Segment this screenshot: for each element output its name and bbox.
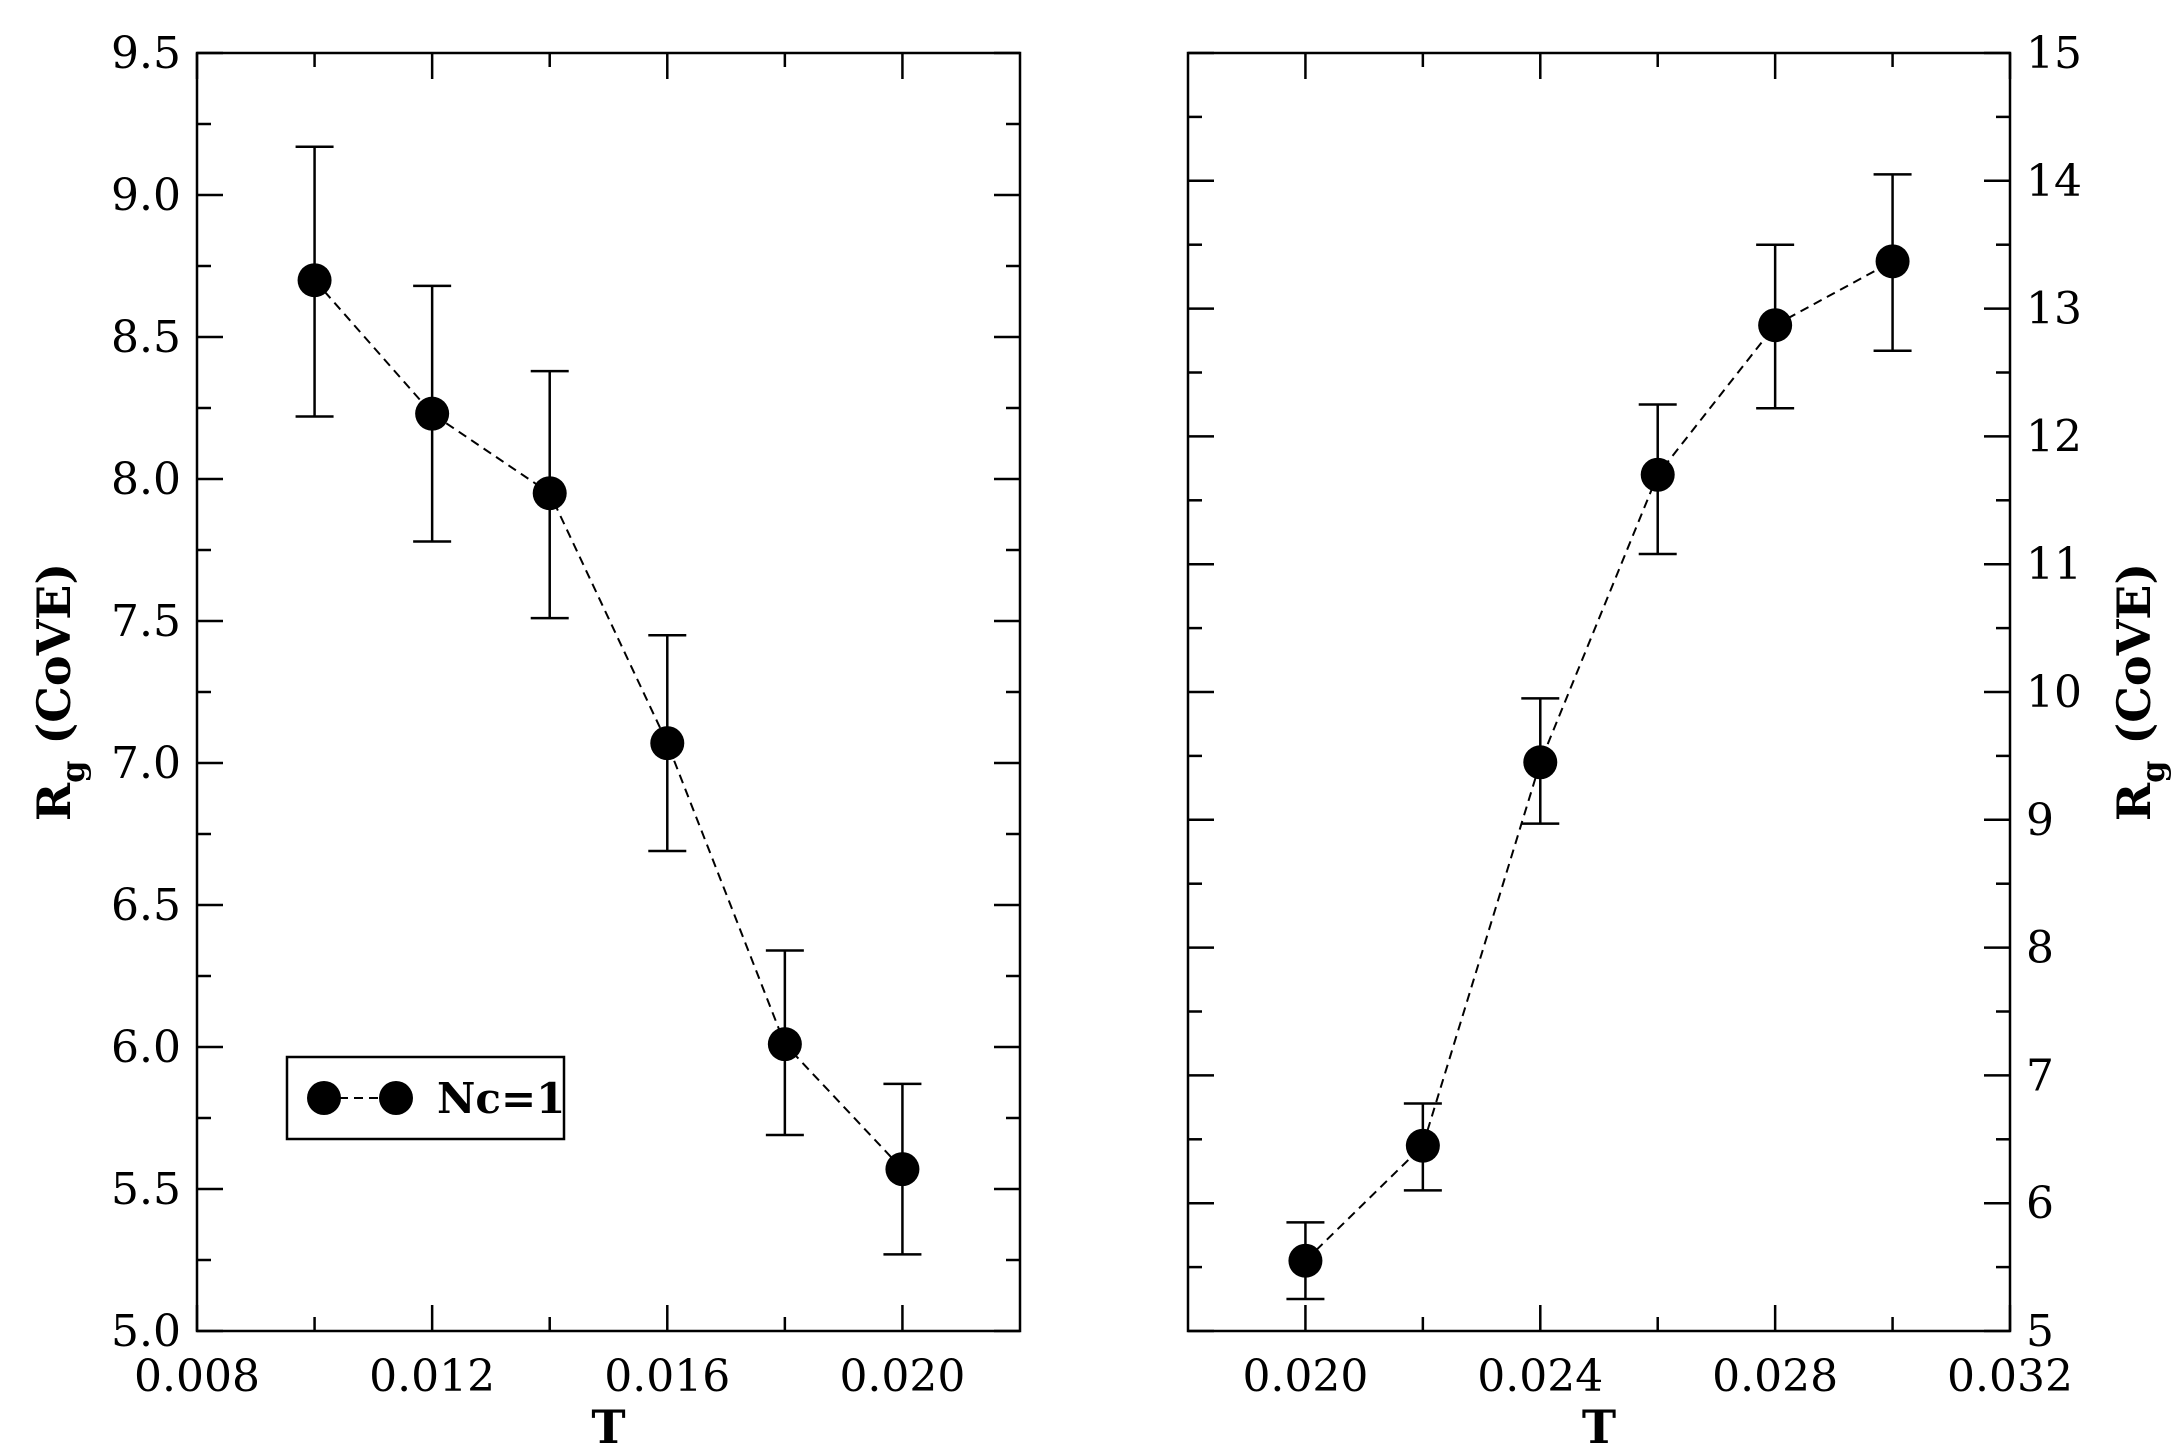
chart-1-y-axis-title: Rg (CoVE) [27,563,92,821]
chart-2-data-point [1523,745,1558,780]
chart-1-legend-marker [379,1081,413,1115]
chart-1-x-tick-label: 0.020 [839,1351,965,1402]
chart-1-x-tick-label: 0.016 [604,1351,730,1402]
chart-1-y-tick-label: 7.0 [111,738,181,789]
chart-1-data-point [415,396,450,431]
chart-2-x-tick-label: 0.020 [1242,1351,1368,1402]
chart-2-y-tick-label: 12 [2026,411,2082,462]
chart-1-y-axis-title-sub: g [54,760,92,782]
chart-1-y-tick-label: 5.5 [111,1164,181,1215]
chart-2-y-tick-label: 5 [2026,1306,2054,1357]
chart-1-data-point [767,1027,802,1062]
left-panel: 0.008 0.012 0.016 0.020 5.0 5.5 6.0 6.5 7.0 7.5 8.… [27,28,1022,1454]
chart-2-y-tick-label: 11 [2026,539,2082,590]
chart-1-legend-label: Nc=1 [437,1074,565,1123]
chart-1-data-point [885,1152,920,1187]
chart-1-y-axis-title-main: R [27,782,81,821]
chart-2-series-line [1304,260,1894,1262]
chart-1-y-tick-label: 6.5 [111,880,181,931]
chart-1-y-tick-label: 8.0 [111,454,181,505]
chart-2-y-axis-title: Rg (CoVE) [2107,563,2172,821]
chart-1-y-tick-label: 5.0 [111,1306,181,1357]
chart-1-x-axis-title: T [591,1400,625,1454]
chart-1-y-tick-label: 6.0 [111,1022,181,1073]
chart-1-x-tick-label: 0.008 [134,1351,260,1402]
chart-2-data-point [1875,244,1910,279]
chart-1-y-tick-label: 9.5 [111,28,181,79]
chart-2-data-point [1640,457,1675,492]
chart-2-y-tick-label: 13 [2026,284,2082,335]
chart-1-series-line [313,279,904,1170]
chart-2-y-tick-label: 10 [2026,667,2082,718]
chart-1-data-point [297,263,332,298]
chart-1-data-point [650,726,685,761]
chart-2-y-axis-title-sub: g [2134,760,2172,782]
chart-2-plot-frame [1186,51,2012,1333]
chart-2-y-tick-label: 9 [2026,795,2054,846]
chart-2-x-axis-title: T [1582,1400,1616,1454]
chart-1-y-tick-label: 9.0 [111,170,181,221]
chart-2-y-tick-label: 14 [2026,156,2082,207]
chart-2-y-tick-label: 8 [2026,923,2054,974]
chart-1-y-axis-title-suffix: (CoVE) [27,563,81,761]
chart-2-data-point [1288,1243,1323,1278]
chart-2-y-axis-title-main: R [2107,782,2161,821]
chart-2-y-axis-title-suffix: (CoVE) [2107,563,2161,761]
chart-2-data-point [1758,308,1793,343]
chart-2-x-tick-label: 0.024 [1477,1351,1603,1402]
chart-1-y-tick-label: 8.5 [111,312,181,363]
chart-2-x-tick-label: 0.028 [1712,1351,1838,1402]
chart-2-x-tick-label: 0.032 [1947,1351,2073,1402]
chart-1-legend-marker [307,1081,341,1115]
chart-2-y-tick-label: 6 [2026,1178,2054,1229]
chart-2-data-point [1405,1128,1440,1163]
chart-1-x-tick-label: 0.012 [369,1351,495,1402]
chart-1-y-tick-label: 7.5 [111,596,181,647]
chart-2-y-tick-label: 15 [2026,28,2082,79]
chart-2-y-tick-label: 7 [2026,1050,2054,1101]
chart-1-data-point [532,476,567,511]
